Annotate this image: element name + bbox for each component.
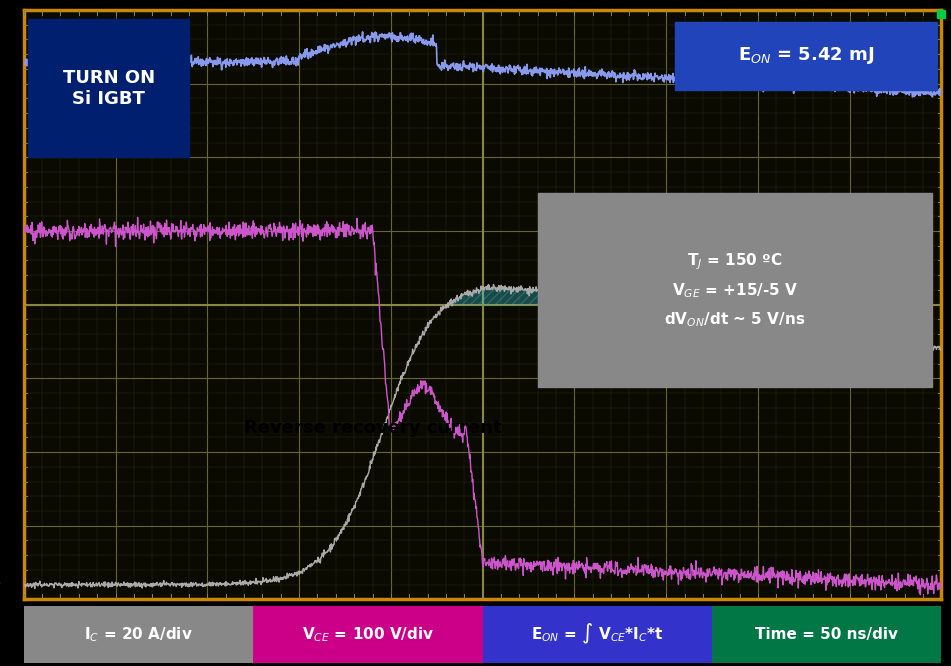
FancyBboxPatch shape	[537, 192, 932, 387]
Text: E$_{ON}$ = ∫ V$_{CE}$*I$_C$*t: E$_{ON}$ = ∫ V$_{CE}$*I$_C$*t	[531, 622, 664, 647]
FancyBboxPatch shape	[675, 22, 937, 89]
Text: Reverse recovery current: Reverse recovery current	[243, 420, 501, 438]
Text: Time = 50 ns/div: Time = 50 ns/div	[755, 627, 899, 642]
Text: E$_{ON}$ = 5.42 mJ: E$_{ON}$ = 5.42 mJ	[738, 45, 875, 67]
Text: V$_{CE}$ = 100 V/div: V$_{CE}$ = 100 V/div	[301, 625, 434, 644]
Text: TURN ON
Si IGBT: TURN ON Si IGBT	[63, 69, 155, 108]
Bar	[24, 606, 253, 663]
Bar	[253, 606, 483, 663]
Text: T$_J$ = 150 ºC
V$_{GE}$ = +15/-5 V
dV$_{ON}$/dt ~ 5 V/ns: T$_J$ = 150 ºC V$_{GE}$ = +15/-5 V dV$_{…	[665, 251, 805, 329]
FancyBboxPatch shape	[29, 19, 189, 157]
Text: I$_C$ = 20 A/div: I$_C$ = 20 A/div	[84, 625, 193, 644]
Bar	[712, 606, 941, 663]
Bar	[482, 606, 712, 663]
